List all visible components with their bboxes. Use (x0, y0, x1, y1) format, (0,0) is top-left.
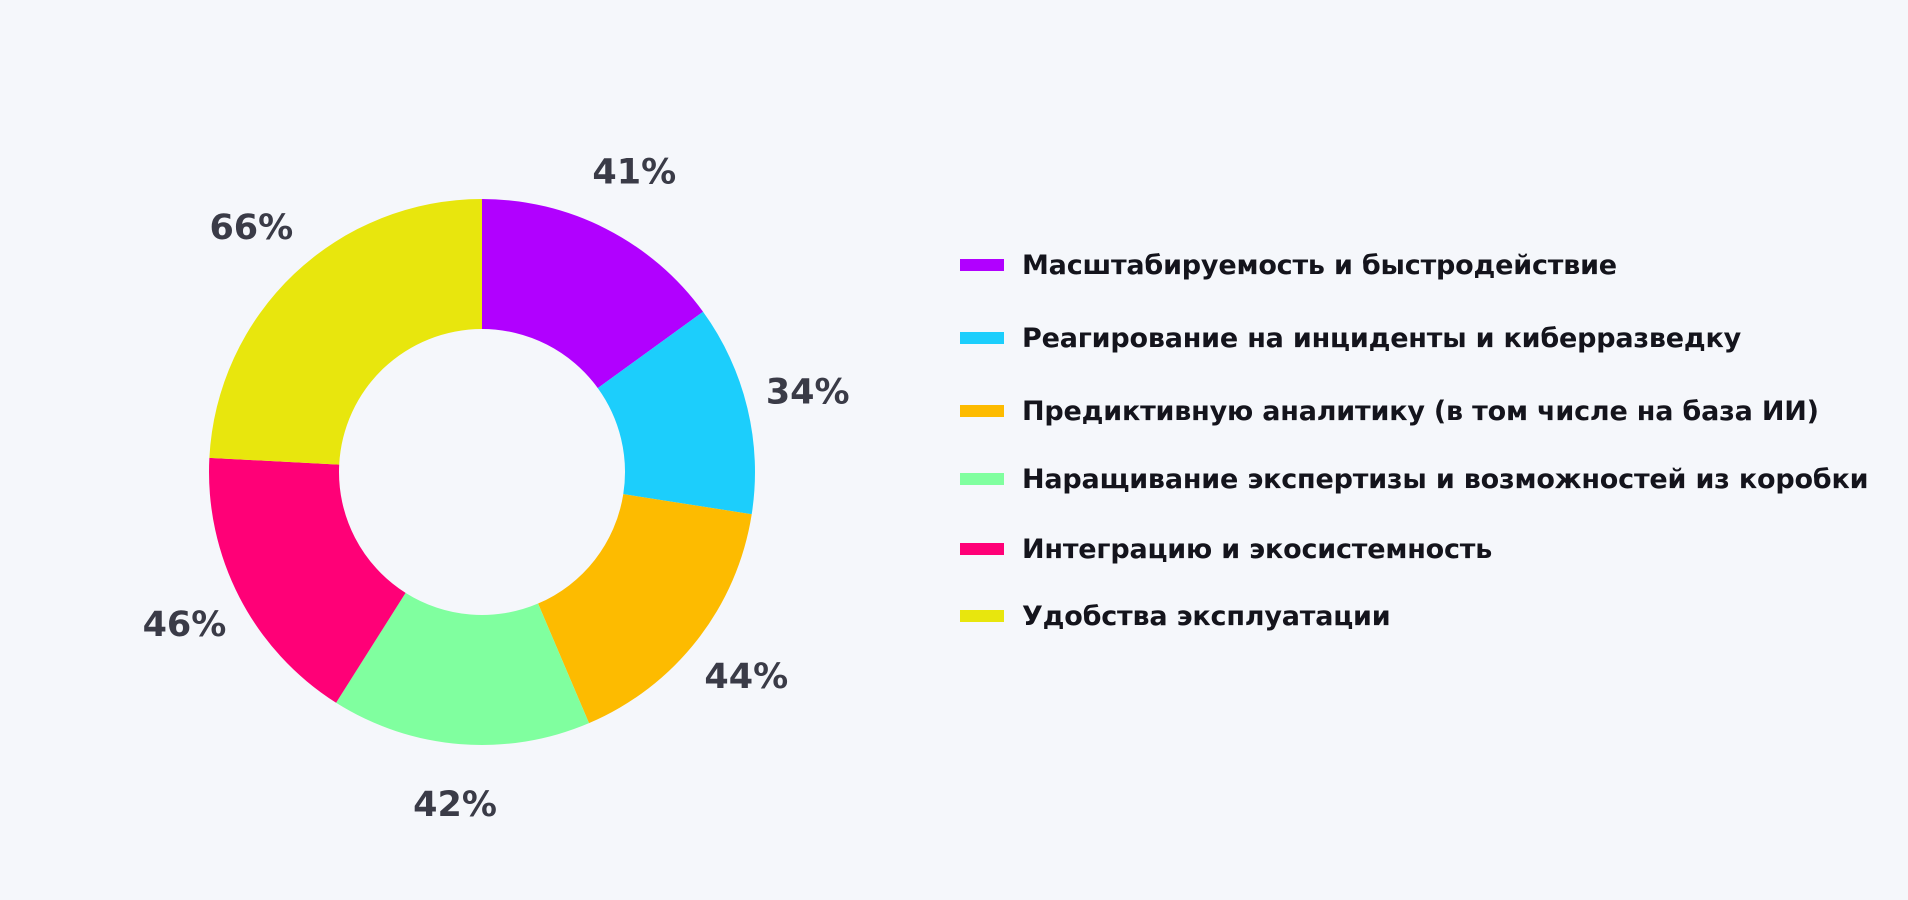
donut-slice-6 (209, 199, 482, 465)
legend-swatch (960, 610, 1004, 622)
value-label-6: 66% (209, 208, 293, 248)
legend-item: Масштабируемость и быстродействие (960, 248, 1900, 282)
legend-label: Удобства эксплуатации (1022, 600, 1391, 632)
donut-slice-5 (209, 457, 406, 703)
legend-swatch (960, 332, 1004, 344)
legend-label: Масштабируемость и быстродействие (1022, 249, 1617, 281)
legend-swatch (960, 473, 1004, 485)
legend-swatch (960, 543, 1004, 555)
legend-swatch (960, 405, 1004, 417)
donut-slice-3 (538, 494, 752, 724)
legend-item: Удобства эксплуатации (960, 599, 1900, 633)
legend-item: Интеграцию и экосистемность (960, 532, 1900, 566)
legend-label: Предиктивную аналитику (в том числе на б… (1022, 395, 1819, 427)
donut-chart: 41% 34% 44% 42% 46% 66% (143, 153, 850, 825)
legend-item: Наращивание экспертизы и возможностей из… (960, 462, 1900, 496)
donut-slices (209, 199, 755, 745)
value-label-4: 42% (413, 785, 497, 825)
value-label-5: 46% (143, 605, 227, 645)
value-label-1: 41% (592, 153, 676, 193)
donut-slice-4 (336, 592, 590, 745)
legend-label: Реагирование на инциденты и киберразведк… (1022, 322, 1742, 354)
legend-label: Интеграцию и экосистемность (1022, 533, 1493, 565)
donut-slice-2 (597, 311, 755, 515)
legend-label: Наращивание экспертизы и возможностей из… (1022, 463, 1869, 495)
donut-slice-1 (482, 199, 704, 389)
legend: Масштабируемость и быстродействие Реагиро… (960, 248, 1900, 633)
legend-item: Реагирование на инциденты и киберразведк… (960, 321, 1900, 355)
donut-value-labels: 41% 34% 44% 42% 46% 66% (143, 153, 850, 825)
value-label-2: 34% (766, 373, 850, 413)
legend-item: Предиктивную аналитику (в том числе на б… (960, 394, 1900, 428)
value-label-3: 44% (704, 657, 788, 697)
legend-swatch (960, 259, 1004, 271)
